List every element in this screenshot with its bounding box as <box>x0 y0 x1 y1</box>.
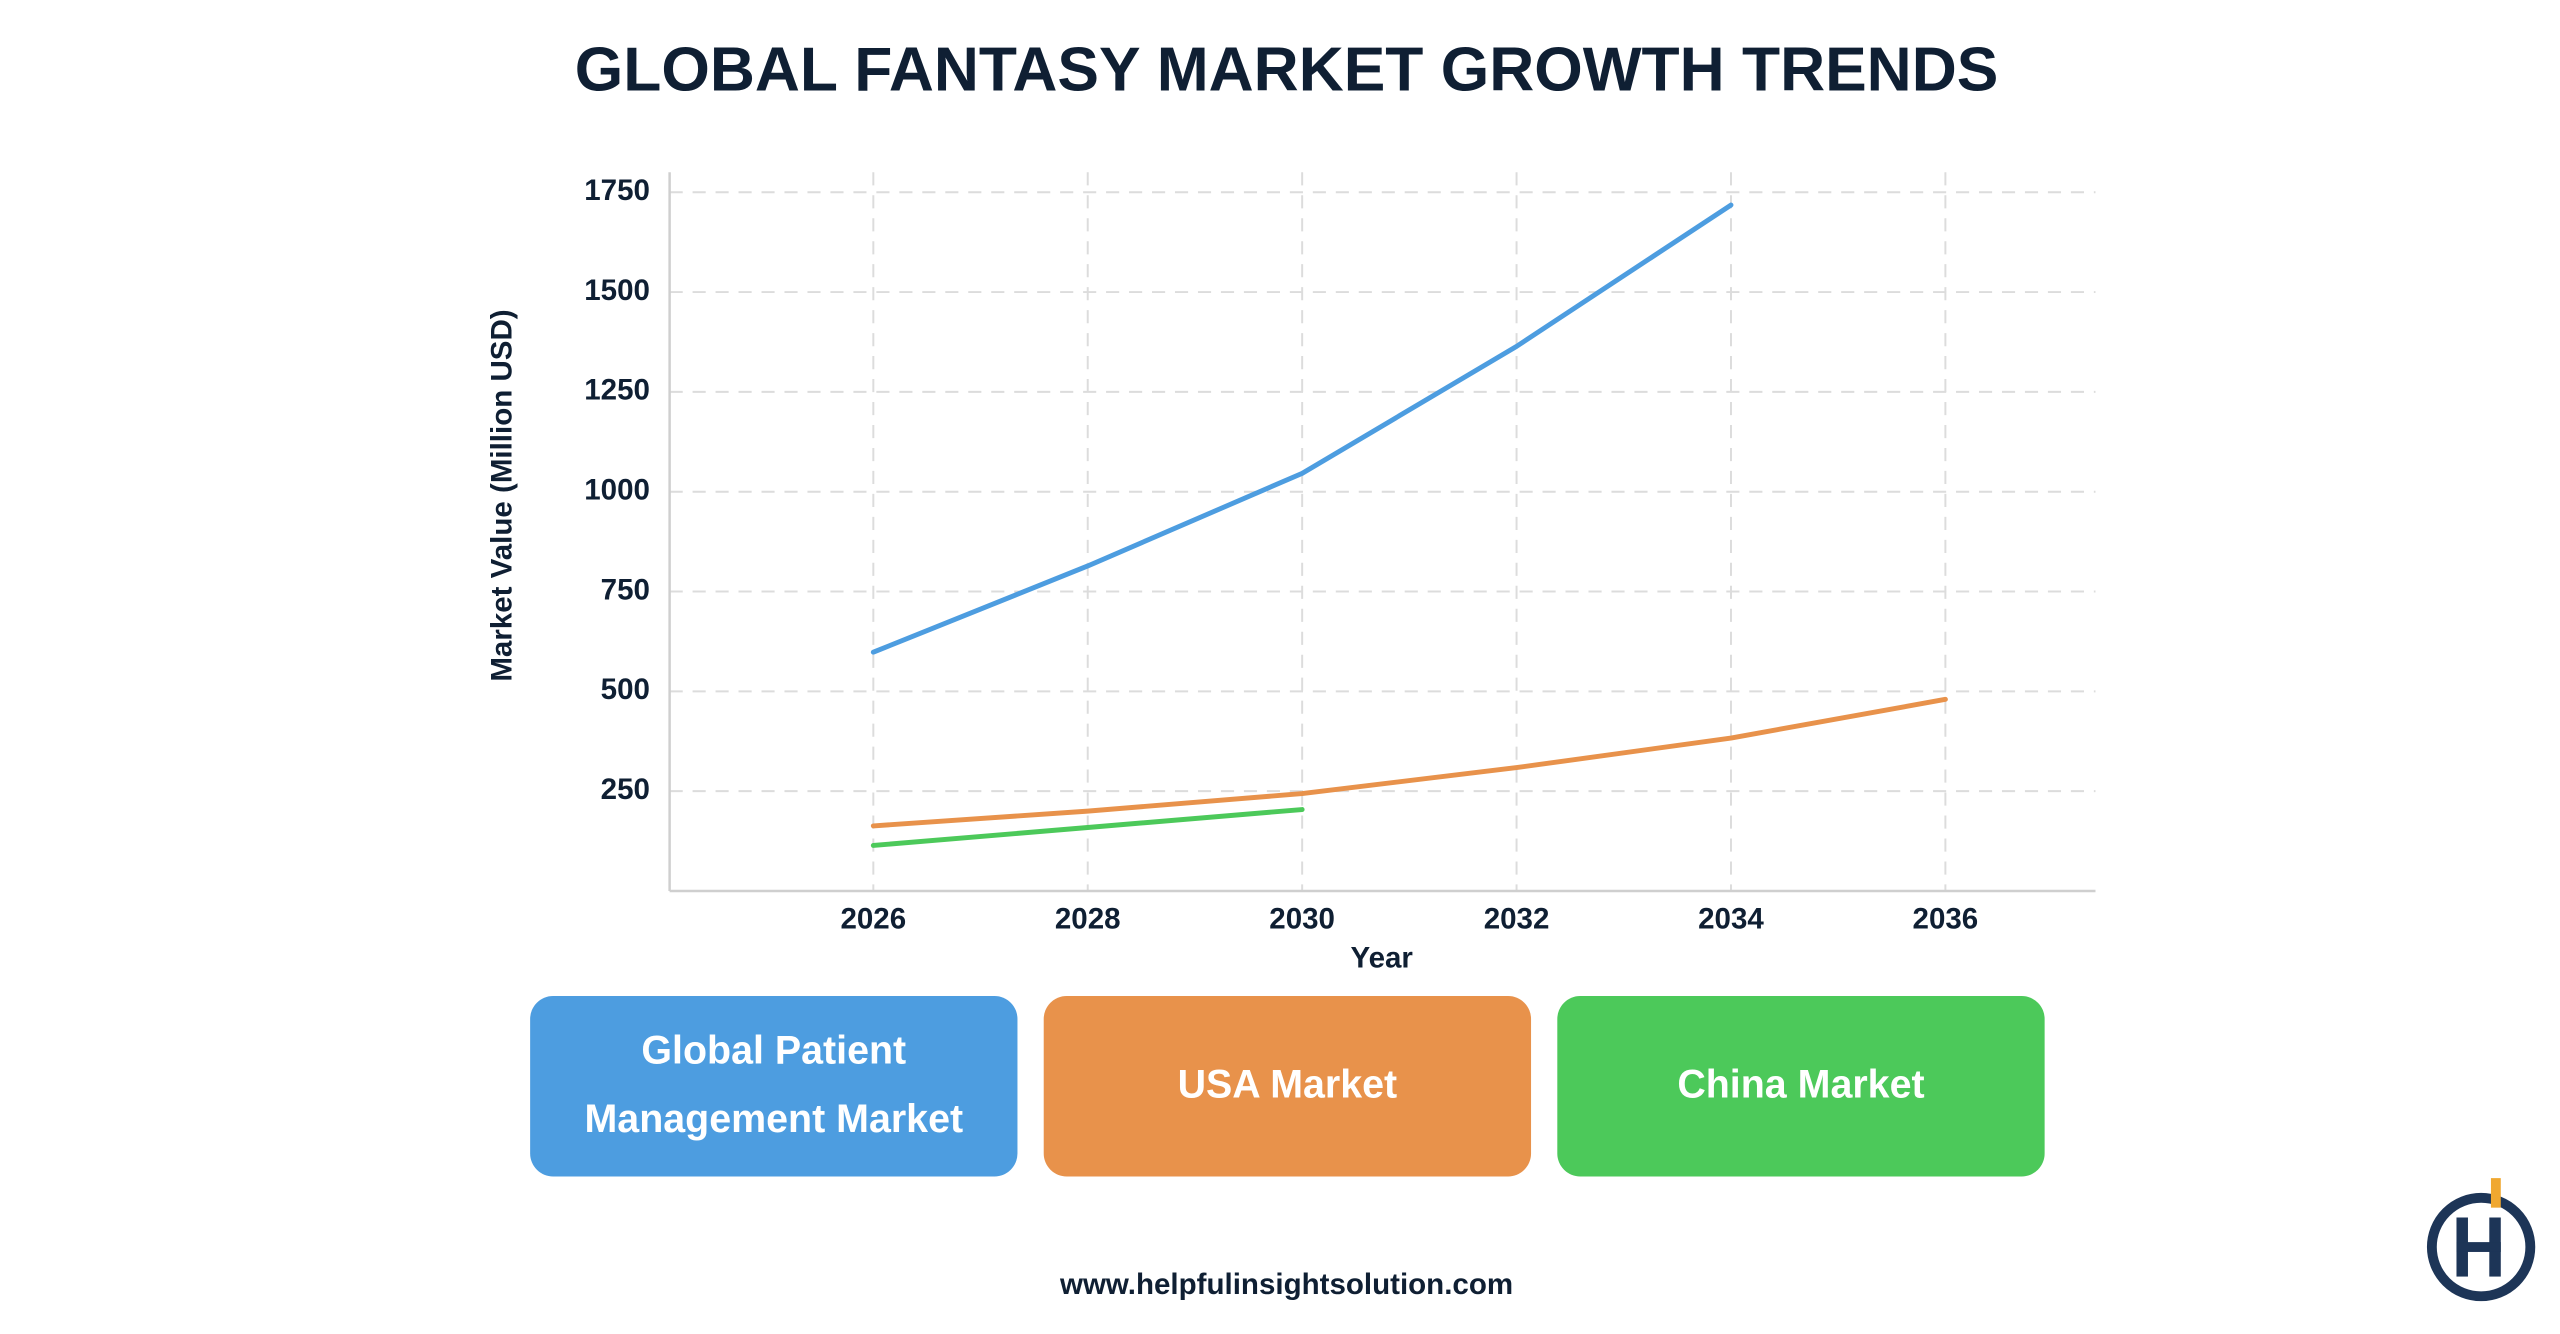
legend-text-wrap: USA Market <box>1177 1063 1398 1108</box>
x-axis-label: Year <box>1351 942 1414 975</box>
legend-item: China Market <box>1557 995 2045 1177</box>
series-line <box>870 807 1305 848</box>
y-tick-label: 1750 <box>584 174 650 207</box>
y-tick-label: 1000 <box>584 474 650 507</box>
legend-box <box>1557 995 2045 1177</box>
y-axis-label: Market Value (Million USD) <box>486 309 519 681</box>
y-tick-label: 1500 <box>584 274 650 307</box>
legend-item: Global Patient Management Market <box>530 995 1018 1177</box>
y-tick-label: 250 <box>601 773 650 806</box>
legend-box <box>530 995 1018 1177</box>
y-tick-label: 750 <box>601 573 650 606</box>
x-tick-label: 2036 <box>1913 902 1979 935</box>
x-tick-label: 2028 <box>1055 902 1121 935</box>
legend-text-wrap: China Market <box>1677 1063 1925 1108</box>
legend-label: USA Market <box>1177 1063 1398 1108</box>
logo <box>2426 1178 2536 1302</box>
y-tick-label: 1250 <box>584 374 650 407</box>
y-tick-label: 500 <box>601 673 650 706</box>
x-tick-label: 2026 <box>840 902 906 935</box>
x-tick-label: 2032 <box>1484 902 1550 935</box>
chart-title: GLOBAL FANTASY MARKET GROWTH TRENDS <box>575 35 1999 104</box>
legend-label: China Market <box>1677 1063 1925 1108</box>
legend-item: USA Market <box>1043 995 1532 1177</box>
x-tick-label: 2034 <box>1698 902 1764 935</box>
series-line <box>870 202 1734 655</box>
legend-box <box>1043 995 1532 1177</box>
legend-text-wrap: Global Patient Management Market <box>584 1028 964 1143</box>
series-line <box>870 696 1948 829</box>
legend-label: Global Patient Management Market <box>584 1028 964 1143</box>
x-tick-label: 2030 <box>1269 902 1335 935</box>
website: www.helpfulinsightsolution.com <box>1059 1268 1513 1301</box>
